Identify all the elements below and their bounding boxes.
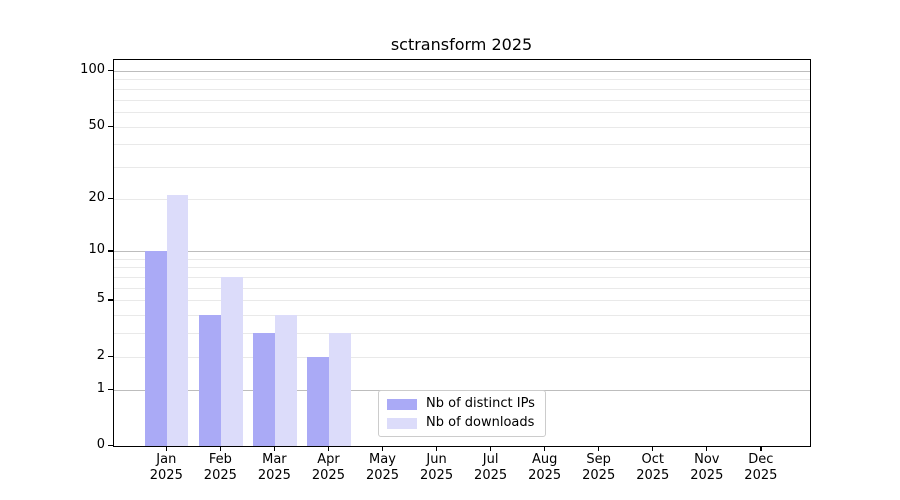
bar-nb-of-downloads-mar-2025 (274, 315, 297, 446)
x-tick-label: Jan 2025 (149, 452, 183, 483)
x-tick-label: May 2025 (365, 452, 400, 483)
y-tick (108, 299, 113, 301)
gridline-minor (114, 111, 810, 113)
gridline-minor (114, 356, 810, 358)
x-tick-label: Jun 2025 (420, 452, 454, 483)
gridline-minor (114, 300, 810, 302)
chart-title: sctransform 2025 (390, 35, 533, 54)
gridline-minor (114, 166, 810, 168)
x-tick (706, 446, 708, 451)
x-tick-label: Sep 2025 (582, 452, 616, 483)
y-tick-label: 2 (96, 347, 105, 363)
x-tick-label: Dec 2025 (744, 452, 778, 483)
y-tick (108, 250, 113, 252)
x-tick (435, 446, 438, 451)
x-tick (273, 446, 276, 451)
x-tick (760, 446, 762, 451)
legend-label-distinct-ips: Nb of distinct IPs (426, 396, 535, 411)
gridline-minor (114, 267, 810, 269)
bar-nb-of-distinct-ips-feb-2025 (199, 315, 221, 446)
x-tick-label: Feb 2025 (203, 452, 237, 483)
x-tick-label: Mar 2025 (257, 452, 291, 483)
legend: Nb of distinct IPs Nb of downloads (378, 390, 546, 437)
x-tick-label: Jul 2025 (474, 452, 508, 483)
legend-item-distinct-ips: Nb of distinct IPs (387, 397, 535, 411)
y-tick-label: 1 (96, 380, 105, 396)
y-tick-label: 5 (96, 291, 105, 307)
bar-nb-of-downloads-feb-2025 (220, 277, 243, 446)
bar-nb-of-distinct-ips-jan-2025 (145, 251, 167, 446)
y-tick (108, 445, 113, 447)
legend-swatch-distinct-ips (387, 398, 417, 410)
plot-area: Nb of distinct IPs Nb of downloads (113, 59, 811, 447)
y-tick-label: 0 (96, 437, 105, 452)
gridline-minor (114, 79, 810, 81)
gridline-minor (114, 258, 810, 260)
y-tick-label: 10 (88, 242, 105, 258)
x-tick-label: Aug 2025 (528, 452, 562, 483)
y-tick (108, 70, 113, 72)
y-tick-label: 50 (88, 117, 105, 133)
gridline-major (114, 71, 810, 72)
gridline-minor (114, 88, 810, 90)
bar-nb-of-downloads-jan-2025 (166, 194, 189, 446)
x-tick-label: Nov 2025 (690, 452, 724, 483)
x-tick (543, 446, 546, 451)
x-tick (165, 446, 167, 451)
y-tick-label: 100 (80, 62, 105, 77)
x-tick (219, 446, 222, 451)
y-tick-label: 20 (88, 189, 105, 205)
y-tick (108, 197, 113, 199)
x-tick-label: Apr 2025 (311, 452, 345, 483)
legend-swatch-downloads (387, 417, 417, 429)
legend-item-downloads: Nb of downloads (387, 416, 535, 430)
gridline-minor (114, 277, 810, 279)
gridline-minor (114, 198, 810, 200)
y-tick (108, 355, 113, 358)
bar-nb-of-distinct-ips-mar-2025 (253, 333, 275, 446)
x-tick (381, 446, 384, 451)
x-tick (652, 446, 654, 451)
x-tick (327, 446, 330, 451)
bar-nb-of-downloads-apr-2025 (328, 333, 351, 446)
gridline-minor (114, 287, 810, 289)
gridline-minor (114, 333, 810, 335)
x-tick (598, 446, 600, 451)
y-tick (108, 125, 113, 127)
gridline-minor (114, 126, 810, 128)
gridline-major (114, 251, 810, 253)
y-tick (108, 388, 113, 391)
bar-nb-of-distinct-ips-apr-2025 (307, 356, 329, 446)
legend-label-downloads: Nb of downloads (426, 415, 535, 430)
x-tick (489, 446, 492, 451)
x-tick-label: Oct 2025 (636, 452, 670, 483)
gridline-minor (114, 315, 810, 317)
gridline-minor (114, 144, 810, 146)
gridline-minor (114, 99, 810, 101)
